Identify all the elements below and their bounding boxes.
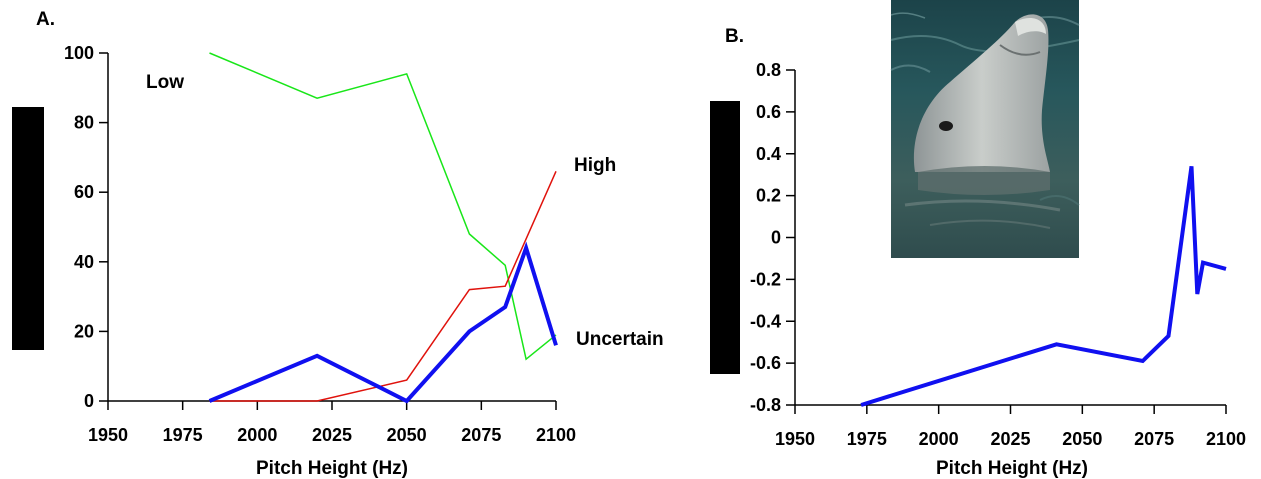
- panel-b-label: B.: [725, 26, 744, 47]
- panel-b-redaction-bar: [710, 101, 740, 374]
- panel-a-y-tick-label: 0: [84, 391, 94, 411]
- panel-a-label: A.: [36, 9, 55, 30]
- panel-b-x-tick-label: 2100: [1206, 429, 1246, 449]
- panel-b-y-tick-label: 0: [771, 228, 781, 248]
- panel-b-line-series-0: [860, 166, 1227, 407]
- panel-b-y-tick-label: 0.6: [756, 102, 781, 122]
- panel-b-x-tick-label: 2025: [990, 429, 1030, 449]
- series-label-low: Low: [146, 72, 184, 93]
- panel-a-y-tick-label: 60: [74, 182, 94, 202]
- panel-b-y-tick-label: -0.8: [750, 395, 781, 415]
- panel-a-line-high: [209, 170, 557, 402]
- panel-a-series: [208, 52, 558, 404]
- panel-a-y-tick-label: 80: [74, 113, 94, 133]
- panel-b-y-tick-label: 0.2: [756, 186, 781, 206]
- panel-a-x-tick-label: 2075: [461, 425, 501, 445]
- panel-b-y-axis: -0.8 -0.6 -0.4 -0.2 0 0.2 0.4 0.6 0.8: [750, 60, 796, 415]
- panel-a-y-tick-label: 100: [64, 43, 94, 63]
- panel-b-x-tick-label: 2075: [1134, 429, 1174, 449]
- panel-a-x-axis: 1950 1975 2000 2025 2050 2075 2100 Pitch Heigh…: [88, 400, 576, 479]
- panel-a-x-tick-label: 1950: [88, 425, 128, 445]
- panel-a-redaction-bar: [12, 107, 44, 350]
- panel-b-y-tick-label: 0.8: [756, 60, 781, 80]
- panel-a-x-tick-label: 2025: [312, 425, 352, 445]
- panel-a-x-tick-label: 2100: [536, 425, 576, 445]
- panel-a-line-uncertain: [208, 241, 558, 404]
- panel-a-line-low: [209, 52, 557, 361]
- panel-b-x-tick-label: 2050: [1062, 429, 1102, 449]
- panel-b-y-tick-label: -0.6: [750, 353, 781, 373]
- panel-b-x-tick-label: 1950: [775, 429, 815, 449]
- panel-b-y-tick-label: 0.4: [756, 144, 781, 164]
- panel-b-x-tick-label: 1975: [847, 429, 887, 449]
- panel-a-y-axis: 0 20 40 60 80 100: [64, 43, 109, 411]
- panel-b-chart: B. -0.8 -0.6 -0.4 -0.2 0 0.2 0.4 0.6 0.8 1950 197…: [710, 0, 1246, 479]
- panel-a-x-tick-label: 2050: [387, 425, 427, 445]
- panel-a-chart: A. 0 20 40 60 80 100 1950 1975 2000 2025 2050 2075…: [12, 9, 664, 479]
- panel-a-x-tick-label: 2000: [237, 425, 277, 445]
- series-label-high: High: [574, 155, 616, 176]
- panel-b-x-tick-label: 2000: [919, 429, 959, 449]
- panel-a-y-tick-label: 20: [74, 321, 94, 341]
- panel-a-x-tick-label: 1975: [163, 425, 203, 445]
- panel-b-x-axis: 1950 1975 2000 2025 2050 2075 2100 Pitch Heigh…: [775, 404, 1246, 479]
- dolphin-photo: [890, 0, 1080, 258]
- panel-b-x-axis-label: Pitch Height (Hz): [936, 458, 1088, 479]
- panel-b-y-tick-label: -0.2: [750, 269, 781, 289]
- series-label-uncertain: Uncertain: [576, 329, 664, 350]
- panel-b-y-tick-label: -0.4: [750, 311, 781, 331]
- panel-a-x-axis-label: Pitch Height (Hz): [256, 458, 408, 479]
- panel-a-y-tick-label: 40: [74, 252, 94, 272]
- panel-b-series: [860, 166, 1227, 407]
